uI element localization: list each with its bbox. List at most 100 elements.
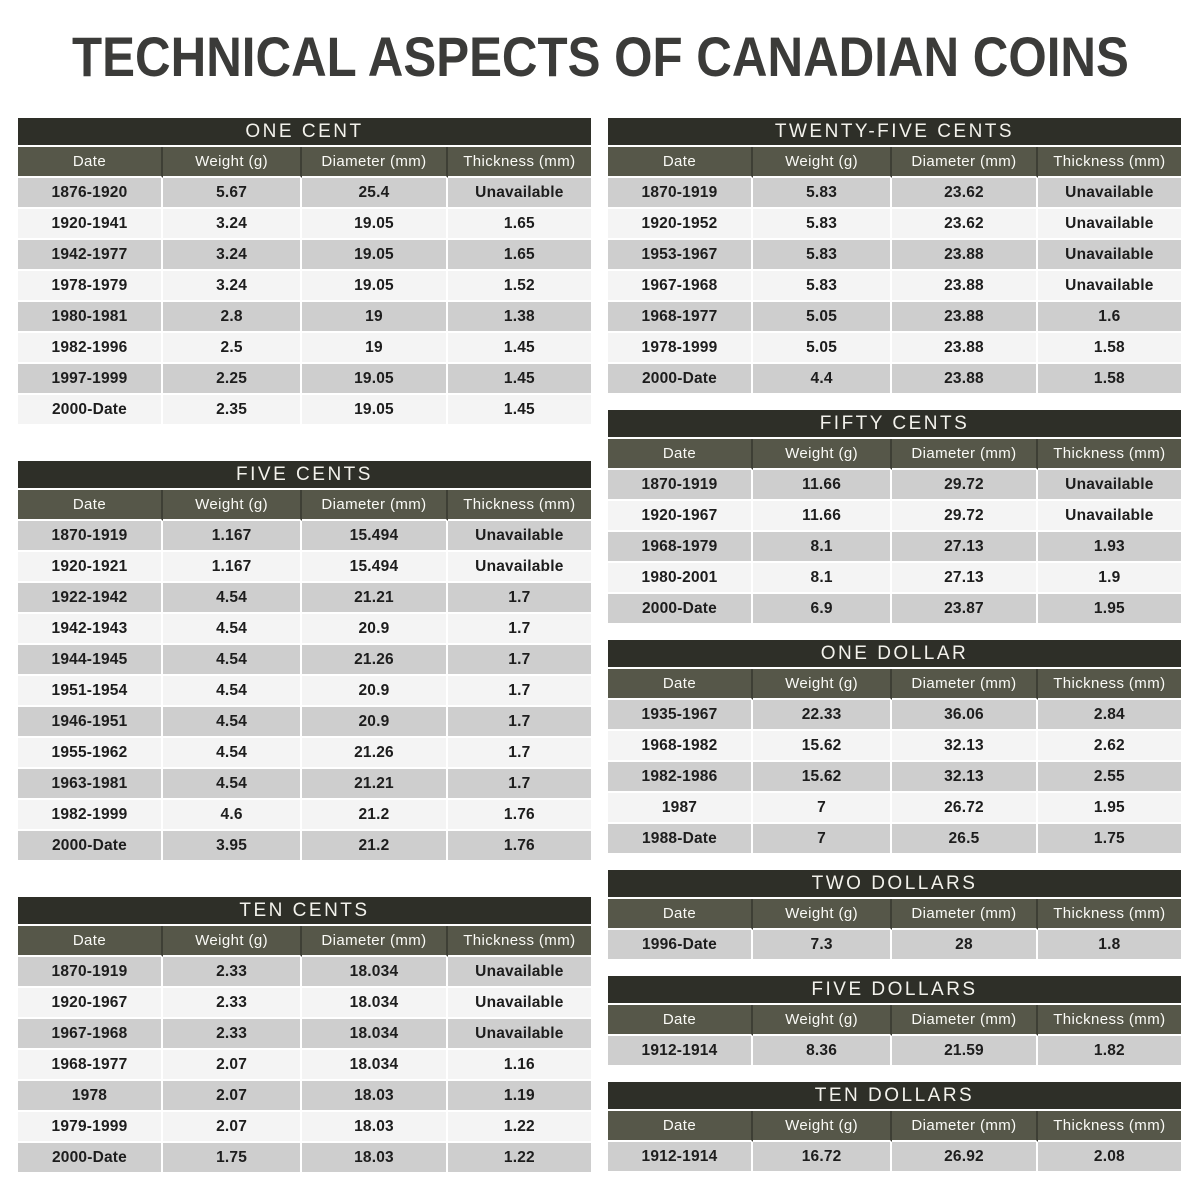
table-row: 1978-1979 3.24 19.05 1.52: [18, 271, 591, 302]
table-cell: 2.35: [162, 395, 303, 426]
column-header: Date: [18, 490, 163, 521]
table-cell: 1968-1982: [608, 731, 753, 762]
table-row: 1967-1968 2.33 18.034 Unavailable: [18, 1019, 591, 1050]
table-cell: 18.03: [302, 1143, 448, 1174]
table-cell: 5.83: [752, 271, 893, 302]
table-cell: 1.167: [162, 521, 303, 552]
column-header: Thickness (mm): [447, 490, 591, 521]
table-title: FIVE DOLLARS: [608, 976, 1181, 1005]
table-row: 1951-1954 4.54 20.9 1.7: [18, 676, 591, 707]
table-cell: 16.72: [752, 1142, 893, 1173]
table-title: TEN CENTS: [18, 897, 591, 926]
table-cell: Unavailable: [447, 1019, 591, 1050]
table-row: 1912-1914 16.72 26.92 2.08: [608, 1142, 1181, 1173]
table-cell: 23.88: [892, 333, 1038, 364]
table-row: 1920-1967 11.66 29.72 Unavailable: [608, 501, 1181, 532]
table-cell: 11.66: [752, 501, 893, 532]
table-cell: 22.33: [752, 700, 893, 731]
table-cell: 1.16: [447, 1050, 591, 1081]
table-title: FIFTY CENTS: [608, 410, 1181, 439]
table-cell: 1.7: [447, 738, 591, 769]
column-header-row: Date Weight (g) Diameter (mm) Thickness (mm…: [18, 490, 591, 521]
table-cell: 1.22: [447, 1112, 591, 1143]
table-cell: 1870-1919: [18, 957, 163, 988]
table-cell: 19.05: [302, 271, 448, 302]
table-row: 1920-1941 3.24 19.05 1.65: [18, 209, 591, 240]
table-cell: 1.7: [447, 676, 591, 707]
table-cell: 1.82: [1037, 1036, 1181, 1067]
table-cell: Unavailable: [447, 957, 591, 988]
table-cell: 1.19: [447, 1081, 591, 1112]
table-cell: 23.88: [892, 240, 1038, 271]
table-cell: 19: [302, 302, 448, 333]
column-header: Weight (g): [752, 899, 893, 930]
table-cell: 1935-1967: [608, 700, 753, 731]
table-cell: 1942-1943: [18, 614, 163, 645]
column-header: Diameter (mm): [302, 147, 448, 178]
table-row: 1987 7 26.72 1.95: [608, 793, 1181, 824]
table-row: 2000-Date 2.35 19.05 1.45: [18, 395, 591, 426]
table-twenty-five-cents: TWENTY-FIVE CENTS Date Weight (g) Diameter …: [608, 118, 1181, 395]
table-cell: 4.54: [162, 676, 303, 707]
table-cell: 4.4: [752, 364, 893, 395]
table-cell: 32.13: [892, 731, 1038, 762]
column-header: Date: [608, 899, 753, 930]
table-cell: 1968-1977: [18, 1050, 163, 1081]
table-cell: Unavailable: [447, 988, 591, 1019]
table-row: 1912-1914 8.36 21.59 1.82: [608, 1036, 1181, 1067]
table-row: 1942-1943 4.54 20.9 1.7: [18, 614, 591, 645]
table-cell: 1.7: [447, 645, 591, 676]
table-cell: 29.72: [892, 470, 1038, 501]
table-cell: 5.83: [752, 240, 893, 271]
table-row: 1968-1977 5.05 23.88 1.6: [608, 302, 1181, 333]
table-five-cents: FIVE CENTS Date Weight (g) Diameter (mm) Thi…: [18, 461, 591, 862]
table-cell: 1.75: [1037, 824, 1181, 855]
table-cell: 2000-Date: [18, 395, 163, 426]
table-row: 1963-1981 4.54 21.21 1.7: [18, 769, 591, 800]
table-cell: 4.54: [162, 583, 303, 614]
table-cell: 3.24: [162, 271, 303, 302]
column-header: Diameter (mm): [892, 1005, 1038, 1036]
right-column: TWENTY-FIVE CENTS Date Weight (g) Diameter …: [608, 118, 1181, 1174]
table-row: 1870-1919 1.167 15.494 Unavailable: [18, 521, 591, 552]
table-cell: 18.034: [302, 1050, 448, 1081]
table-cell: 18.034: [302, 988, 448, 1019]
column-header: Date: [18, 147, 163, 178]
table-cell: 1955-1962: [18, 738, 163, 769]
table-cell: 2.8: [162, 302, 303, 333]
table-cell: 1944-1945: [18, 645, 163, 676]
table-cell: 7: [752, 793, 893, 824]
column-header: Weight (g): [752, 1005, 893, 1036]
table-cell: 5.83: [752, 178, 893, 209]
table-cell: 32.13: [892, 762, 1038, 793]
table-cell: 25.4: [302, 178, 448, 209]
table-cell: 1988-Date: [608, 824, 753, 855]
table-cell: 1.7: [447, 769, 591, 800]
table-cell: 1.58: [1037, 364, 1181, 395]
table-fifty-cents: FIFTY CENTS Date Weight (g) Diameter (mm) Th…: [608, 410, 1181, 625]
table-row: 1980-1981 2.8 19 1.38: [18, 302, 591, 333]
table-cell: 2000-Date: [608, 364, 753, 395]
table-cell: 4.54: [162, 645, 303, 676]
table-title: FIVE CENTS: [18, 461, 591, 490]
column-header: Diameter (mm): [892, 899, 1038, 930]
table-cell: 2.08: [1037, 1142, 1181, 1173]
table-row: 1920-1921 1.167 15.494 Unavailable: [18, 552, 591, 583]
table-row: 1982-1986 15.62 32.13 2.55: [608, 762, 1181, 793]
table-cell: 1.95: [1037, 594, 1181, 625]
table-cell: 7.3: [752, 930, 893, 961]
table-cell: 1870-1919: [608, 178, 753, 209]
page-title: TECHNICAL ASPECTS OF CANADIAN COINS: [0, 0, 1200, 86]
table-cell: 2.84: [1037, 700, 1181, 731]
column-header: Thickness (mm): [1037, 439, 1181, 470]
table-cell: 23.88: [892, 364, 1038, 395]
column-header: Weight (g): [752, 1111, 893, 1142]
table-row: 1968-1979 8.1 27.13 1.93: [608, 532, 1181, 563]
column-header: Date: [608, 1005, 753, 1036]
table-cell: 1978-1979: [18, 271, 163, 302]
table-cell: 1.58: [1037, 333, 1181, 364]
table-cell: 1942-1977: [18, 240, 163, 271]
column-header: Diameter (mm): [302, 926, 448, 957]
table-cell: 1.7: [447, 707, 591, 738]
column-header: Thickness (mm): [447, 926, 591, 957]
